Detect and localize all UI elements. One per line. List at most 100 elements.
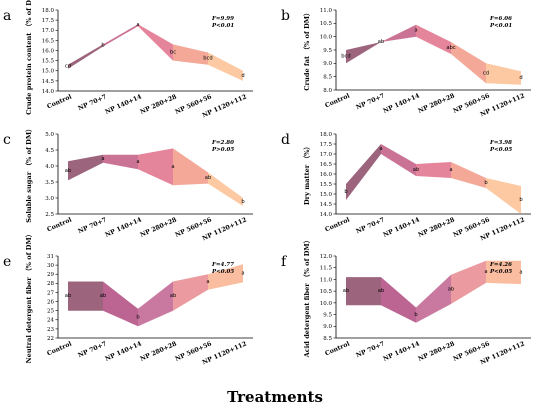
category-label: NP 280+28	[417, 340, 456, 362]
stat-f: F=4.77	[211, 262, 234, 268]
band-segment	[451, 260, 486, 304]
stat-p: P<0.01	[211, 23, 234, 29]
y-tick-label: 31	[47, 254, 54, 260]
y-tick-label: 22	[47, 336, 54, 342]
band-segment	[486, 178, 521, 214]
y-axis-label: Dry matter （%）	[303, 143, 311, 205]
y-tick-label: 16.5	[42, 38, 55, 44]
band-segment	[103, 154, 138, 170]
y-tick-label: 9.0	[323, 61, 332, 67]
y-tick-label: 18.0	[320, 132, 333, 138]
band-segment	[381, 24, 416, 42]
group-letter: cd	[483, 70, 489, 76]
stat-p: P<0.05	[211, 269, 234, 275]
category-label: Control	[324, 340, 351, 357]
y-tick-label: 11.0	[320, 8, 333, 14]
band-segment	[103, 24, 138, 47]
y-tick-label: 5.0	[45, 132, 54, 138]
band-segment	[416, 162, 451, 178]
group-letter: ab	[413, 167, 420, 173]
band-segment	[68, 154, 103, 181]
panel-a: 14.0 14.5 15.0 15.5 16.0 16.5 17.0 17.5 18.0 cd b a…	[3, 0, 253, 119]
group-letter: a	[414, 28, 417, 34]
y-tick-label: 10.5	[320, 289, 333, 295]
group-letter: bc	[170, 50, 176, 56]
band-segment	[208, 172, 243, 206]
band-segment	[451, 162, 486, 188]
y-tick-label: 2.5	[45, 212, 54, 218]
band-segment	[138, 24, 173, 61]
category-label: NP 140+14	[382, 216, 421, 239]
group-letter: a	[519, 269, 522, 275]
stat-f: F=3.98	[489, 140, 512, 146]
category-label: NP 280+28	[417, 216, 456, 238]
band-segment	[486, 63, 521, 85]
band-segment	[138, 281, 173, 327]
group-letter: a	[241, 270, 244, 276]
y-tick-label: 16.0	[320, 172, 333, 178]
group-letter: b	[484, 180, 488, 186]
band-segment	[346, 42, 381, 64]
y-tick-label: 8.5	[323, 336, 332, 342]
y-tick-label: 11.5	[320, 266, 333, 272]
group-letter: b	[241, 199, 245, 205]
group-letter: ab	[205, 175, 212, 181]
group-letter: b	[344, 189, 348, 195]
y-tick-label: 26	[47, 299, 54, 305]
y-tick-label: 29	[47, 272, 54, 278]
panel-label: b	[281, 8, 290, 24]
y-tick-label: 16.0	[42, 48, 55, 54]
group-letter: a	[171, 164, 174, 170]
y-axis-label: Soluble sugar （% of DM）	[25, 125, 33, 223]
y-tick-label: 15.0	[42, 69, 55, 75]
category-label: Control	[324, 92, 351, 109]
y-tick-label: 17.0	[320, 152, 333, 158]
category-label: NP 280+28	[139, 93, 178, 115]
category-label: NP 140+14	[382, 92, 421, 115]
group-letter: a	[101, 156, 104, 162]
panel-label: a	[3, 8, 11, 24]
y-tick-label: 14.5	[320, 202, 333, 208]
panel-label: d	[281, 132, 290, 148]
band-segment	[451, 42, 486, 84]
y-tick-label: 30	[47, 263, 54, 269]
group-letter: bcd	[341, 54, 350, 60]
band-segment	[208, 52, 243, 81]
band-segment	[346, 277, 381, 306]
band-segment	[381, 277, 416, 323]
y-tick-label: 14.0	[320, 212, 333, 218]
group-letter: ab	[378, 288, 385, 294]
y-tick-label: 27	[47, 290, 54, 296]
y-tick-label: 17.5	[42, 18, 55, 24]
y-tick-label: 25	[47, 309, 54, 315]
y-axis-label: Crude protein content （% of DM）	[25, 0, 33, 115]
y-tick-label: 3.5	[45, 180, 54, 186]
category-label: NP 280+28	[139, 216, 178, 238]
stat-f: F=9.99	[211, 16, 234, 22]
y-tick-label: 15.0	[320, 192, 333, 198]
y-tick-label: 10.0	[320, 301, 333, 307]
group-letter: b	[414, 312, 418, 318]
panel-label: c	[3, 132, 11, 148]
y-tick-label: 17.0	[42, 28, 55, 34]
y-tick-label: 14.5	[42, 79, 55, 85]
y-tick-label: 9.0	[323, 324, 332, 330]
panel-f: 8.5 9.0 9.5 10.0 10.5 11.0 11.5 12.0 ab ab b ab a a Co…	[281, 237, 531, 366]
panel-label: f	[281, 254, 288, 270]
category-label: Control	[46, 340, 73, 357]
y-tick-label: 10.0	[320, 35, 333, 41]
y-axis-label: Neutral detergent fiber （% of DM）	[25, 231, 33, 364]
group-letter: abc	[446, 45, 455, 51]
group-letter: a	[206, 279, 209, 285]
y-tick-label: 24	[47, 318, 54, 324]
group-letter: b	[136, 315, 140, 321]
y-tick-label: 11.0	[320, 277, 333, 283]
category-label: NP 140+14	[382, 340, 421, 363]
band-segment	[381, 144, 416, 176]
group-letter: a	[379, 146, 382, 152]
category-label: NP 280+28	[139, 340, 178, 362]
y-tick-label: 4.5	[45, 148, 54, 154]
group-letter: ab	[448, 286, 455, 292]
